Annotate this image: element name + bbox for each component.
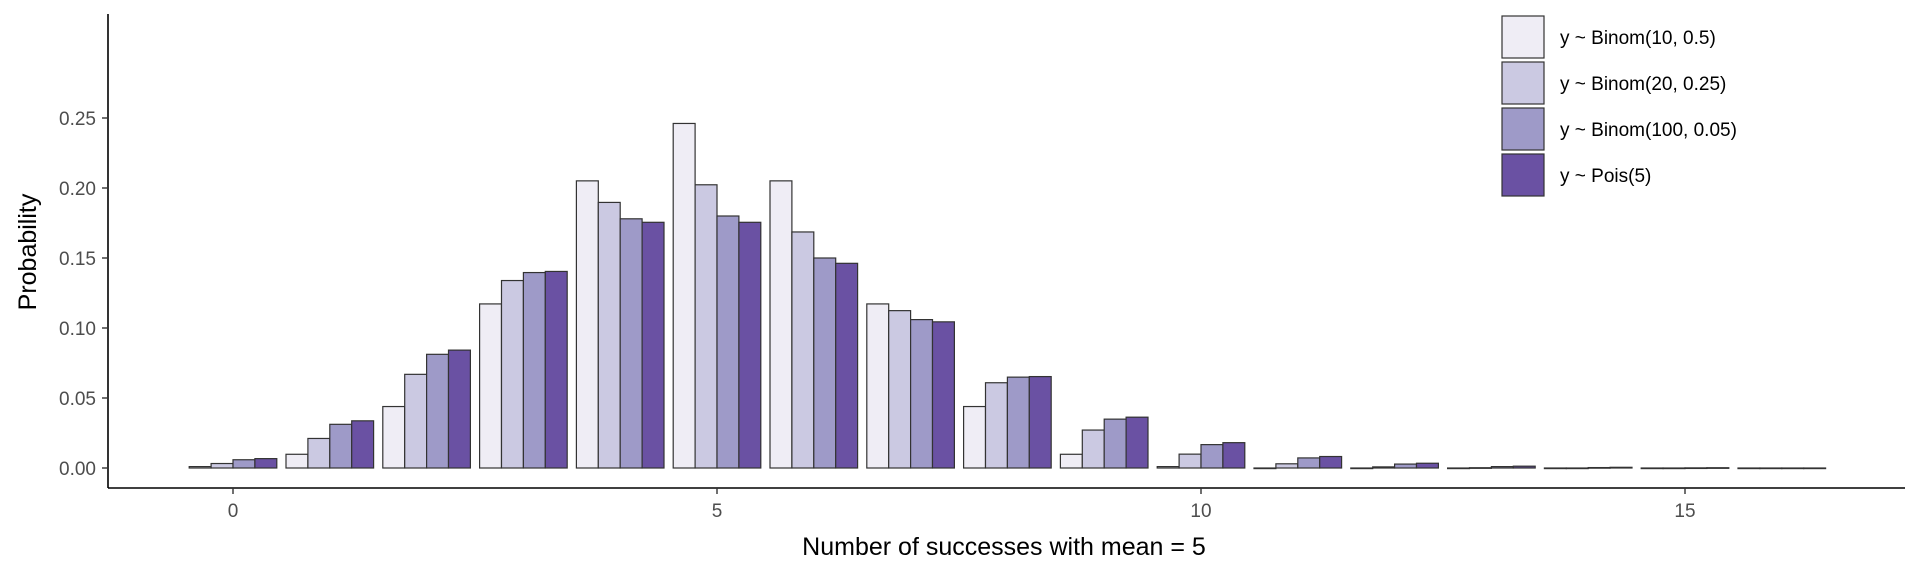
bar-s3-x11 [1297, 457, 1321, 469]
bar-s3-x12 [1393, 463, 1418, 469]
bar-s3-x2 [426, 353, 450, 469]
bar-s3-x7 [909, 319, 934, 469]
bar-s3-x0 [232, 459, 256, 469]
bar-s1-x13 [1446, 467, 1471, 470]
y-tick-label: 0.15 [59, 249, 96, 270]
bar-s3-x4 [619, 218, 643, 469]
bar-s4-x7 [931, 321, 955, 469]
bar-s2-x12 [1372, 466, 1396, 469]
bar-s3-x15 [1684, 467, 1708, 470]
legend: y ~ Binom(10, 0.5) y ~ Binom(20, 0.25) y ~… [1501, 15, 1737, 197]
bar-s4-x11 [1319, 455, 1343, 469]
bar-s2-x2 [404, 373, 428, 469]
bar-s2-x1 [307, 437, 331, 469]
bar-s2-x0 [210, 462, 234, 469]
bar-s2-x13 [1468, 467, 1492, 469]
bar-s3-x14 [1587, 466, 1611, 469]
y-tick-label: 0.05 [59, 389, 96, 410]
bar-s1-x5 [672, 122, 696, 469]
bar-s2-x5 [694, 184, 718, 469]
bar-s2-x15 [1662, 467, 1686, 470]
bar-s4-x3 [544, 270, 568, 469]
bar-s4-x6 [835, 262, 859, 469]
legend-key-s4 [1501, 153, 1545, 197]
bar-s4-x12 [1415, 462, 1439, 469]
bar-s1-x6 [769, 180, 793, 469]
bar-s2-x9 [1081, 429, 1105, 469]
bar-s4-x0 [254, 458, 278, 469]
x-tick-label: 5 [712, 501, 723, 522]
axes-layer [107, 14, 1905, 489]
bar-s1-x1 [285, 453, 309, 469]
x-tick-label: 15 [1674, 501, 1695, 522]
x-tick-label: 10 [1190, 501, 1211, 522]
legend-label-s4: y ~ Pois(5) [1560, 166, 1651, 187]
bar-s2-x10 [1178, 453, 1202, 469]
bar-s3-x3 [522, 271, 546, 469]
bar-s2-x8 [984, 382, 1008, 469]
bar-s2-x14 [1565, 467, 1589, 470]
bar-s2-x3 [500, 279, 524, 469]
y-axis-title: Probability [14, 193, 42, 310]
bar-s3-x9 [1103, 418, 1127, 469]
legend-label-s2: y ~ Binom(20, 0.25) [1560, 74, 1726, 95]
bar-s1-x7 [866, 303, 890, 469]
bar-s4-x16 [1803, 467, 1827, 470]
bar-s1-x2 [382, 405, 406, 469]
bar-s1-x8 [962, 405, 987, 469]
y-tick-label: 0.25 [59, 109, 96, 130]
bar-s4-x4 [641, 221, 665, 469]
bar-s4-x10 [1222, 442, 1246, 469]
bar-s1-x14 [1543, 467, 1567, 470]
legend-label-s1: y ~ Binom(10, 0.5) [1560, 28, 1716, 49]
bar-s1-x9 [1059, 453, 1083, 469]
y-tick-label: 0.00 [59, 459, 96, 480]
bar-s2-x6 [791, 231, 815, 469]
bar-s4-x8 [1028, 375, 1052, 469]
bar-s1-x3 [479, 303, 503, 469]
bar-s2-x11 [1275, 463, 1299, 469]
bar-s1-x11 [1253, 467, 1277, 470]
bar-s3-x13 [1490, 466, 1514, 469]
bar-s4-x2 [447, 349, 471, 469]
bar-s4-x9 [1125, 416, 1149, 469]
legend-label-s3: y ~ Binom(100, 0.05) [1560, 120, 1737, 141]
bar-s3-x5 [716, 215, 740, 469]
bar-s3-x16 [1781, 467, 1805, 470]
bar-s3-x1 [329, 423, 353, 469]
bar-s1-x15 [1640, 467, 1664, 470]
legend-key-s1 [1501, 15, 1545, 59]
bar-s1-x12 [1350, 467, 1374, 470]
bar-s2-x16 [1759, 467, 1783, 470]
bar-s3-x8 [1006, 376, 1030, 469]
ticks-layer: 0.00 0.05 0.10 0.15 0.20 0.25 0 5 10 15 [59, 109, 1696, 522]
bar-s1-x10 [1156, 466, 1180, 469]
bar-s2-x4 [597, 201, 621, 469]
y-tick-label: 0.20 [59, 179, 96, 200]
bar-s4-x1 [351, 420, 375, 469]
y-tick-label: 0.10 [59, 319, 96, 340]
bar-s4-x15 [1706, 467, 1730, 469]
legend-key-s3 [1501, 107, 1545, 151]
bar-s4-x14 [1609, 466, 1633, 469]
bar-s1-x4 [575, 180, 599, 469]
bar-s4-x5 [738, 221, 762, 469]
x-axis-title: Number of successes with mean = 5 [802, 533, 1206, 561]
bars-layer [188, 122, 1827, 470]
bar-s1-x0 [188, 466, 212, 469]
bar-s1-x16 [1737, 467, 1761, 470]
bar-s4-x13 [1512, 465, 1536, 469]
bar-s2-x7 [888, 310, 912, 469]
bar-s3-x10 [1200, 444, 1224, 469]
bar-s3-x6 [813, 257, 837, 469]
x-tick-label: 0 [228, 501, 239, 522]
legend-key-s2 [1501, 61, 1545, 105]
